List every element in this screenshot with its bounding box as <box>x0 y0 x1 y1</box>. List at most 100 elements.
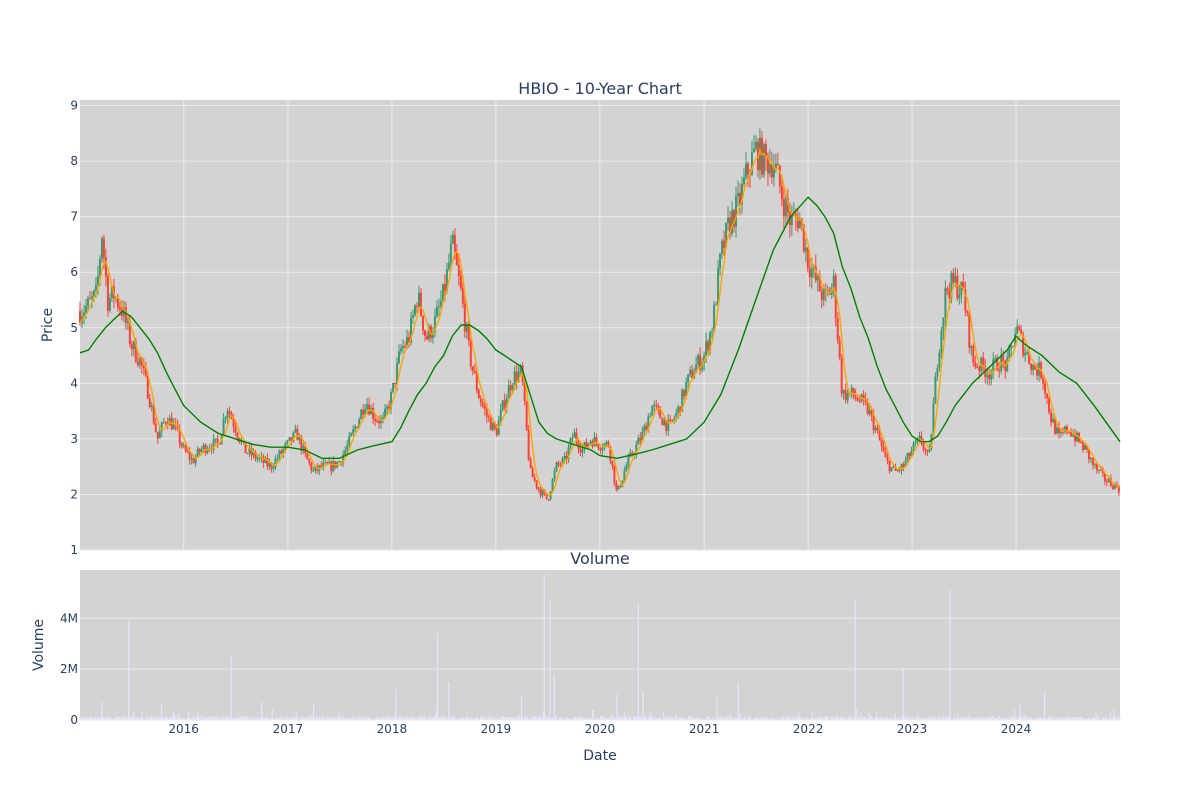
volume-bar <box>103 716 105 720</box>
volume-bar <box>851 716 853 720</box>
candle-body <box>752 148 755 153</box>
candle-body <box>453 234 456 253</box>
volume-bar <box>811 718 813 720</box>
candle-body <box>613 465 616 484</box>
volume-bar <box>273 717 275 720</box>
candle-body <box>772 167 775 178</box>
volume-bar <box>918 717 920 720</box>
volume-bar <box>132 717 134 720</box>
volume-bar <box>271 709 273 720</box>
volume-bar <box>196 716 198 720</box>
volume-bar <box>1064 718 1066 720</box>
volume-bar <box>199 716 201 720</box>
volume-bar <box>686 718 688 720</box>
volume-bar <box>111 718 113 720</box>
volume-bar <box>108 718 110 720</box>
volume-bar <box>852 717 854 720</box>
volume-bar <box>329 719 331 720</box>
volume-bar <box>109 716 111 720</box>
x-tick-label: 2021 <box>689 722 720 736</box>
volume-bar <box>541 717 543 720</box>
candle-body <box>116 297 119 308</box>
candle-body <box>952 273 955 283</box>
volume-bar <box>674 718 676 720</box>
volume-bar <box>599 719 601 720</box>
volume-bar <box>742 719 744 720</box>
volume-bar <box>784 718 786 720</box>
volume-bar <box>702 718 704 720</box>
volume-bar <box>765 716 767 720</box>
volume-bar <box>375 718 377 720</box>
candle-body <box>392 383 395 392</box>
volume-bar <box>815 716 817 720</box>
candle-body <box>687 374 690 383</box>
candle-body <box>206 449 209 453</box>
candle-body <box>282 449 285 454</box>
volume-bar <box>1074 717 1076 720</box>
volume-bar <box>931 716 933 720</box>
volume-bar <box>601 716 603 720</box>
volume-bar <box>651 716 653 720</box>
volume-bar <box>243 717 245 720</box>
volume-bar <box>358 718 360 720</box>
volume-bar <box>1030 717 1032 720</box>
volume-bar <box>86 717 88 720</box>
candle-body <box>1052 418 1055 423</box>
candle-body <box>585 442 588 447</box>
volume-bar <box>1018 718 1020 720</box>
volume-bar <box>781 717 783 720</box>
volume-bar <box>410 717 412 720</box>
volume-bar <box>1017 717 1019 720</box>
candle-body <box>701 362 704 370</box>
volume-bar <box>207 716 209 720</box>
volume-bar <box>311 717 313 720</box>
candle-body <box>1101 470 1104 474</box>
candle-body <box>505 398 508 408</box>
volume-bar <box>195 717 197 720</box>
volume-bar <box>1010 717 1012 720</box>
volume-bar <box>1057 718 1059 720</box>
volume-bar <box>335 718 337 720</box>
volume-bar <box>453 716 455 720</box>
volume-bar <box>156 718 158 720</box>
candle-body <box>266 458 269 467</box>
volume-bar <box>133 712 135 720</box>
candle-body <box>451 234 454 244</box>
volume-bar <box>210 719 212 720</box>
candle-body <box>533 477 536 481</box>
volume-bar <box>597 717 599 720</box>
volume-bar <box>796 718 798 720</box>
volume-bar <box>356 717 358 720</box>
candle-body <box>637 437 640 445</box>
candle-body <box>579 448 582 453</box>
volume-bar <box>532 716 534 720</box>
volume-bar <box>186 718 188 720</box>
volume-bar <box>922 718 924 720</box>
volume-bar <box>512 719 514 720</box>
candle-body <box>182 445 185 447</box>
volume-bar <box>641 718 643 720</box>
volume-bar <box>83 716 85 720</box>
volume-bar <box>594 718 596 720</box>
volume-bar <box>238 717 240 720</box>
candle-body <box>978 367 981 372</box>
candle-body <box>310 462 313 471</box>
volume-bar <box>355 719 357 720</box>
volume-bar <box>358 717 360 720</box>
volume-bar <box>598 718 600 720</box>
volume-bar <box>743 716 745 720</box>
candle-body <box>790 215 793 226</box>
volume-bar <box>397 719 399 720</box>
volume-spike-bar <box>395 689 397 720</box>
volume-bar <box>174 717 176 720</box>
volume-bar <box>848 717 850 720</box>
volume-bar <box>813 718 815 720</box>
candle-body <box>1087 449 1090 460</box>
volume-bar <box>892 718 894 720</box>
candle-body <box>140 357 143 366</box>
volume-bar <box>322 717 324 720</box>
volume-bar <box>228 717 230 720</box>
volume-bar <box>444 718 446 720</box>
candle-body <box>425 335 428 340</box>
candle-body <box>597 443 600 449</box>
